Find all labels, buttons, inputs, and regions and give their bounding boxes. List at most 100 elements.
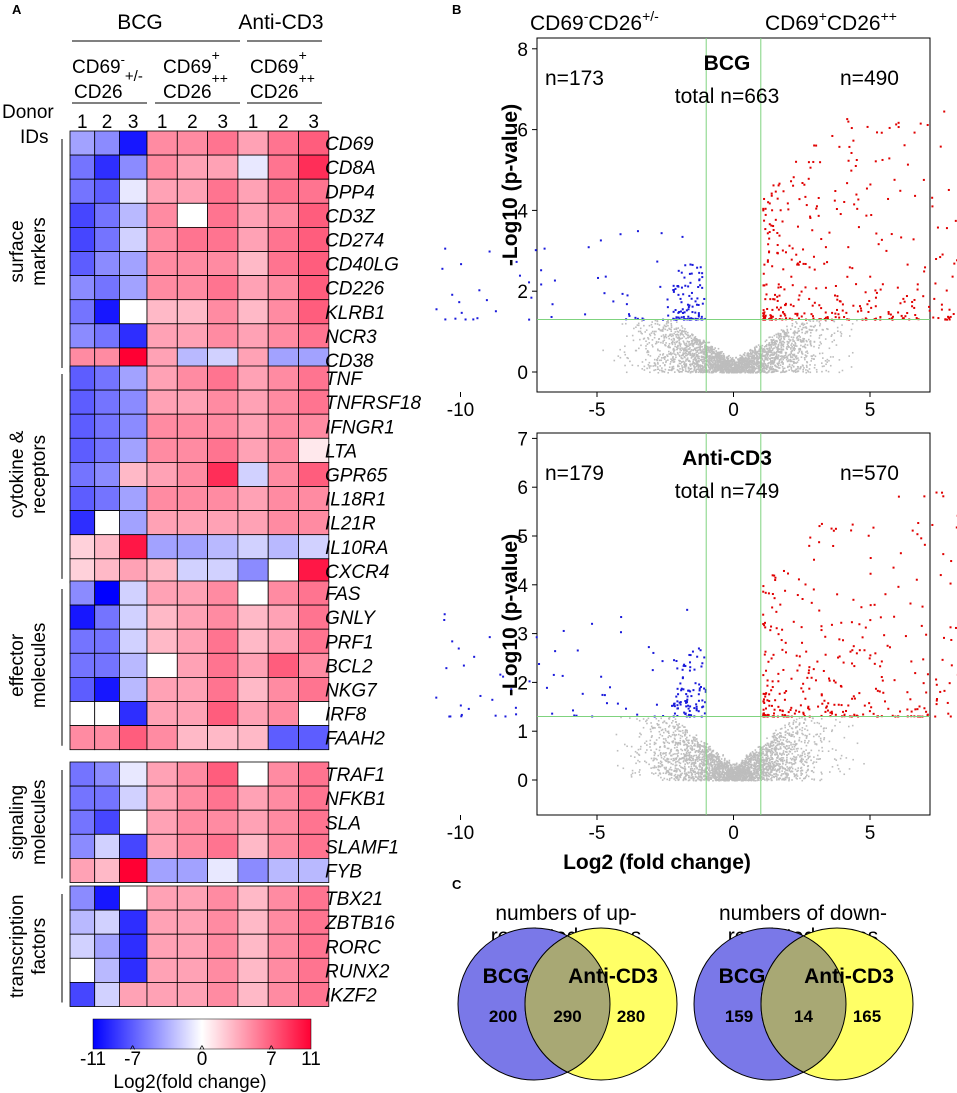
volcano-point-ns [799,728,801,731]
volcano-point-ns [793,334,796,336]
volcano-point-ns [719,364,722,366]
volcano-point-ns [794,348,796,350]
volcano-point-ns [771,349,773,352]
volcano-point-ns [765,768,768,770]
volcano-point-ns [736,367,739,369]
volcano-point-ns [818,735,820,738]
volcano-point-ns [757,366,760,369]
volcano-point-down [603,292,606,295]
heatmap-cell [298,909,330,935]
heatmap-cell [237,885,269,911]
volcano-point-ns [658,337,661,340]
volcano-point-ns [682,330,684,333]
volcano-point-up [782,268,785,271]
volcano-point-ns [669,351,672,354]
volcano-ns-points [615,716,865,782]
volcano-point-ns [784,736,787,739]
volcano-point-up [900,236,903,239]
volcano-point-ns [803,357,806,359]
volcano-point-up [769,298,772,301]
volcano-point-ns [729,360,731,362]
donor-id: 1 [157,112,168,133]
heatmap-cell [176,178,209,204]
volcano-point-ns [669,353,671,355]
volcano-point-ns [720,354,722,357]
volcano-point-ns [662,731,665,734]
volcano-point-ns [721,371,724,374]
volcano-point-ns [671,340,674,343]
volcano-point-ns [667,371,669,374]
volcano-point-up [939,145,942,148]
gene-label: CD40LG [325,255,399,276]
volcano-point-up [809,215,812,218]
volcano-point-ns [692,762,695,764]
volcano-point-ns [695,779,697,782]
volcano-point-ns [771,354,774,356]
volcano-point-down [681,235,684,238]
volcano-point-up [784,302,787,305]
volcano-point-ns [673,774,676,777]
volcano-point-ns [755,345,758,348]
volcano-point-ns [790,356,792,359]
volcano-point-ns [802,777,805,780]
volcano-point-up [802,262,805,265]
volcano-point-ns [675,346,678,348]
volcano-point-ns [695,360,698,363]
volcano-point-ns [676,330,679,333]
volcano-point-ns [719,360,722,362]
heatmap-cell [94,628,120,654]
volcano-point-ns [769,343,772,346]
colorbar: -11 -7^ 0^ 7^ 11 Log2(fold change) [80,1018,321,1093]
volcano-point-ns [730,772,732,774]
heatmap-cell [176,202,209,228]
heatmap-cell [267,461,299,487]
volcano-point-down [672,289,675,292]
heatmap-cell [146,809,178,835]
volcano-point-up [784,314,787,317]
heatmap-cell [176,761,209,787]
volcano-point-ns [791,746,794,748]
volcano-point-ns [753,367,755,369]
volcano-point-ns [833,339,836,342]
volcano-point-ns [668,342,671,345]
heatmap-cell [207,251,239,277]
volcano-point-ns [698,775,700,777]
volcano-point-ns [737,371,739,374]
volcano-point-ns [681,368,684,370]
volcano-point-ns [670,769,673,771]
volcano-point-ns [763,760,765,763]
volcano-point-ns [704,768,706,770]
volcano-point-ns [727,362,730,365]
volcano-point-ns [751,364,753,366]
volcano-point-ns [841,324,843,326]
volcano-point-up [769,317,772,320]
volcano-point-ns [658,723,660,726]
volcano-point-ns [790,742,792,744]
volcano-point-ns [707,772,710,775]
volcano-point-ns [671,343,674,346]
volcano-point-ns [764,350,767,353]
volcano-point-ns [812,762,814,765]
volcano-point-ns [793,332,796,335]
volcano-point-ns [724,360,727,362]
volcano-point-ns [771,769,773,772]
volcano-point-ns [782,762,784,765]
volcano-point-ns [802,345,804,348]
volcano-point-ns [795,756,798,758]
volcano-point-ns [719,356,721,358]
volcano-point-ns [726,764,729,767]
volcano-point-ns [704,356,707,358]
heatmap-cell [298,202,330,228]
volcano-point-up [937,317,940,320]
volcano-point-ns [758,753,761,755]
volcano-point-up [777,283,780,286]
volcano-point-ns [631,364,634,367]
heatmap-cell [298,413,330,439]
volcano-point-ns [757,772,760,775]
volcano-point-ns [696,362,698,365]
volcano-point-ns [650,323,653,326]
volcano-point-down [691,311,694,314]
volcano-point-ns [780,343,783,345]
volcano-point-ns [683,330,686,333]
